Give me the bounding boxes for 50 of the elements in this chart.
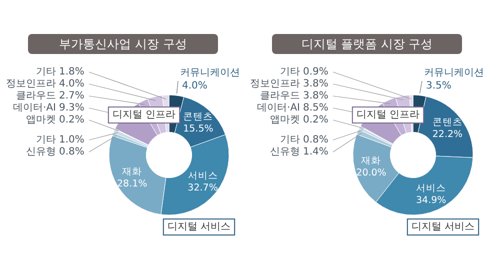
slice-label: 클라우드	[260, 90, 300, 102]
chart-title: 부가통신사업 시장 구성	[28, 34, 218, 54]
data-label: 22.2%	[432, 129, 463, 140]
data-label: 34.9%	[416, 194, 446, 206]
slice-label: 신유형	[270, 146, 300, 158]
slice-label: 기타	[36, 66, 56, 78]
slice-label: 재화	[361, 155, 382, 166]
slice-label: 서비스	[188, 170, 218, 182]
data-label: 1.4%	[303, 146, 328, 158]
chart-title: 디지털 플랫폼 시장 구성	[272, 34, 462, 54]
data-label: 3.8%	[303, 90, 328, 102]
slice-label: 데이터·AI	[13, 102, 56, 114]
data-label: 1.0%	[59, 134, 84, 146]
data-label: 0.9%	[303, 66, 328, 78]
data-label: 32.7%	[188, 182, 218, 194]
slice-label: 콘텐츠	[432, 117, 462, 128]
data-label: 3.8%	[303, 78, 328, 90]
slice-label: 신유형	[26, 146, 56, 158]
slice-label: 앱마켓	[26, 114, 56, 126]
data-label: 0.2%	[59, 114, 84, 126]
text: 디지털 인프라	[112, 110, 176, 121]
slice-label: 재화	[122, 166, 142, 178]
data-label: 2.7%	[59, 90, 84, 102]
slice-label: 기타	[280, 66, 300, 78]
slice-label: 콘텐츠	[183, 111, 214, 122]
slice-label: 기타	[280, 134, 300, 146]
data-label: 1.8%	[59, 66, 84, 78]
data-label: 4.0%	[59, 78, 84, 90]
slice-label: 앱마켓	[270, 114, 300, 126]
data-label: 28.1%	[116, 178, 148, 190]
data-label: 0.2%	[303, 114, 328, 126]
data-label: 15.5%	[183, 123, 214, 134]
slice-label: 기타	[36, 134, 56, 146]
slice-label: 정보인프라	[250, 78, 300, 90]
data-label: 8.5%	[303, 102, 328, 114]
slice-label: 커뮤니케이션	[180, 68, 240, 79]
slice-label: 서비스	[416, 182, 446, 194]
slice-label: 커뮤니케이션	[424, 68, 484, 79]
slice-label: 데이터·AI	[257, 102, 300, 114]
data-label: 9.3%	[59, 102, 84, 114]
data-label: 0.8%	[59, 146, 84, 158]
text: 디지털 서비스	[411, 222, 475, 233]
data-label: 4.0%	[182, 80, 208, 92]
text: 디지털 인프라	[356, 110, 420, 121]
slice-label: 클라우드	[16, 90, 56, 102]
data-label: 20.0%	[356, 167, 386, 178]
slice-label: 정보인프라	[6, 78, 56, 90]
data-label: 3.5%	[426, 80, 452, 92]
text: 디지털 서비스	[167, 222, 231, 233]
data-label: 0.8%	[303, 134, 328, 146]
